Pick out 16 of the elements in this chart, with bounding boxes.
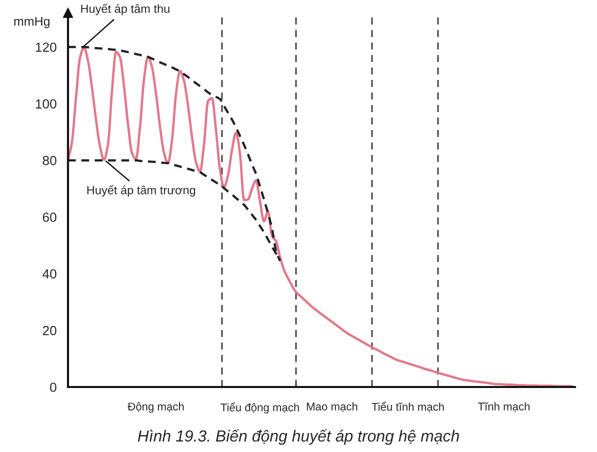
y-tick-label: 0: [50, 382, 56, 392]
y-tick-label: 100: [36, 99, 56, 109]
y-axis-title: mmHg: [14, 16, 50, 28]
x-tick-label: Tĩnh mạch: [478, 402, 530, 412]
y-tick-label: 80: [42, 156, 56, 166]
y-tick-label: 20: [42, 326, 56, 336]
x-tick-label: Tiểu động mạch: [220, 402, 299, 414]
x-tick-label: Tiểu tĩnh mạch: [372, 402, 444, 412]
text: Hình 19.3. Biến động huyết áp trong hệ mạch: [138, 429, 459, 445]
annotation: Huyết áp tâm trương: [87, 185, 196, 197]
x-tick-label: Động mạch: [128, 402, 184, 413]
y-tick-label: 120: [36, 42, 56, 52]
annotation: Huyết áp tâm thu: [81, 4, 170, 16]
y-tick-label: 40: [42, 269, 56, 279]
y-tick-label: 60: [42, 212, 56, 222]
x-tick-label: Mao mạch: [306, 402, 358, 412]
